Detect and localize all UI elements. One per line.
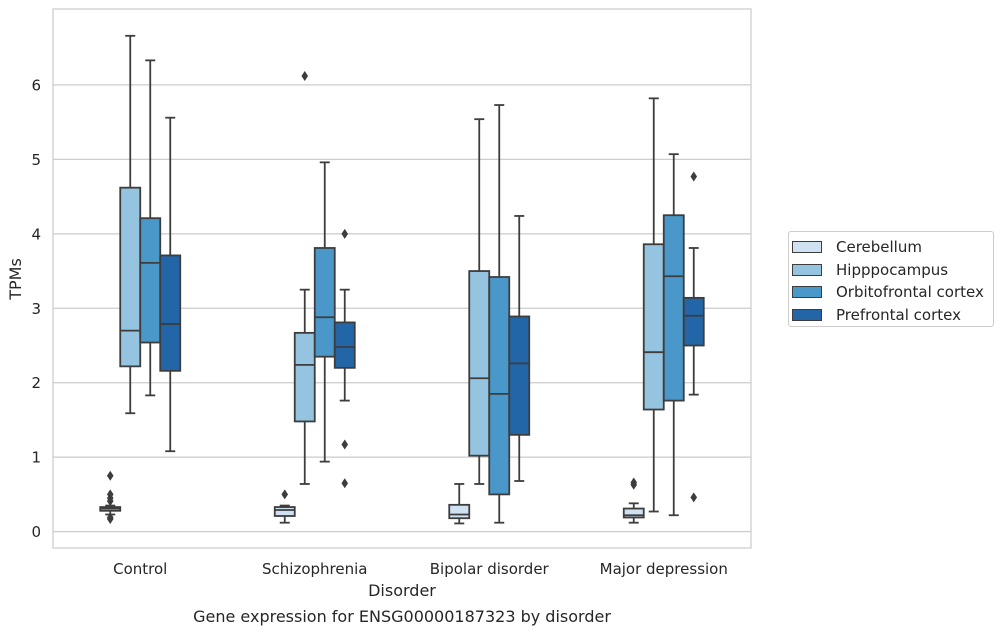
legend-swatch-orbitofrontal-cortex	[792, 286, 822, 299]
legend-label: Orbitofrontal cortex	[836, 283, 984, 302]
legend-item: Hipppocampus	[789, 259, 993, 282]
box-body	[508, 315, 531, 436]
y-tick-label: 2	[31, 374, 41, 392]
legend-item: Cerebellum	[789, 236, 993, 259]
outlier-point	[106, 470, 114, 481]
x-tick-label: Control	[113, 560, 167, 578]
box-body	[159, 254, 182, 372]
plot-area	[52, 8, 752, 549]
legend-label: Hipppocampus	[836, 260, 949, 279]
box-3-2	[508, 215, 531, 482]
box-body	[642, 243, 665, 411]
legend-item: Orbitofrontal cortex	[789, 281, 993, 304]
box-1-1	[293, 71, 316, 485]
box-body	[662, 214, 685, 402]
box-body	[488, 276, 511, 496]
box-1-3	[642, 97, 665, 513]
x-tick-label: Major depression	[600, 560, 728, 578]
outlier-point	[341, 478, 349, 489]
outlier-point	[341, 228, 349, 239]
y-axis-ticks: 0 1 2 3 4 5 6	[31, 76, 41, 541]
y-axis-label: TPMs	[6, 258, 25, 301]
box-0-3	[622, 477, 645, 524]
box-3-1	[333, 228, 356, 489]
x-tick-label: Bipolar disorder	[430, 560, 550, 578]
box-body	[468, 270, 491, 457]
y-tick-label: 6	[31, 76, 41, 94]
outlier-point	[301, 71, 309, 82]
outlier-point	[690, 492, 698, 503]
y-tick-label: 0	[31, 523, 41, 541]
box-2-0	[139, 59, 162, 397]
box-0-1	[273, 489, 296, 524]
outlier-point	[341, 439, 349, 450]
box-3-0	[159, 116, 182, 453]
outlier-point	[281, 489, 289, 500]
box-body	[448, 503, 471, 520]
box-body	[622, 507, 645, 519]
outlier-point	[630, 477, 638, 488]
legend-swatch-hippocampus	[792, 263, 822, 276]
outlier-point	[106, 489, 114, 500]
box-body	[313, 247, 336, 358]
chart-title: Gene expression for ENSG00000187323 by d…	[193, 607, 611, 626]
outlier-point	[690, 171, 698, 182]
x-axis-label: Disorder	[368, 581, 436, 600]
box-2-1	[313, 161, 336, 463]
y-tick-label: 3	[31, 300, 41, 318]
legend: Cerebellum Hipppocampus Orbitofrontal co…	[788, 231, 994, 327]
y-tick-label: 1	[31, 449, 41, 467]
legend-swatch-cerebellum	[792, 241, 822, 254]
box-1-2	[468, 118, 491, 485]
boxes	[99, 34, 705, 525]
box-2-2	[488, 104, 511, 524]
box-body	[333, 321, 356, 369]
box-0-2	[448, 483, 471, 525]
box-2-3	[662, 153, 685, 517]
outlier-point	[106, 512, 114, 523]
x-axis-ticks: Control Schizophrenia Bipolar disorder Majo…	[113, 560, 728, 578]
box-3-3	[682, 171, 705, 503]
box-body	[682, 296, 705, 347]
legend-item: Prefrontal cortex	[789, 304, 993, 327]
y-tick-label: 5	[31, 151, 41, 169]
box-body	[119, 186, 142, 368]
box-body	[273, 506, 296, 517]
box-1-0	[119, 34, 142, 415]
y-tick-label: 4	[31, 225, 41, 243]
box-body	[139, 217, 162, 344]
box-body	[293, 331, 316, 423]
legend-swatch-prefrontal-cortex	[792, 308, 822, 321]
box-0-0	[99, 470, 122, 524]
legend-label: Cerebellum	[836, 238, 922, 257]
x-tick-label: Schizophrenia	[262, 560, 367, 578]
legend-label: Prefrontal cortex	[836, 305, 961, 324]
